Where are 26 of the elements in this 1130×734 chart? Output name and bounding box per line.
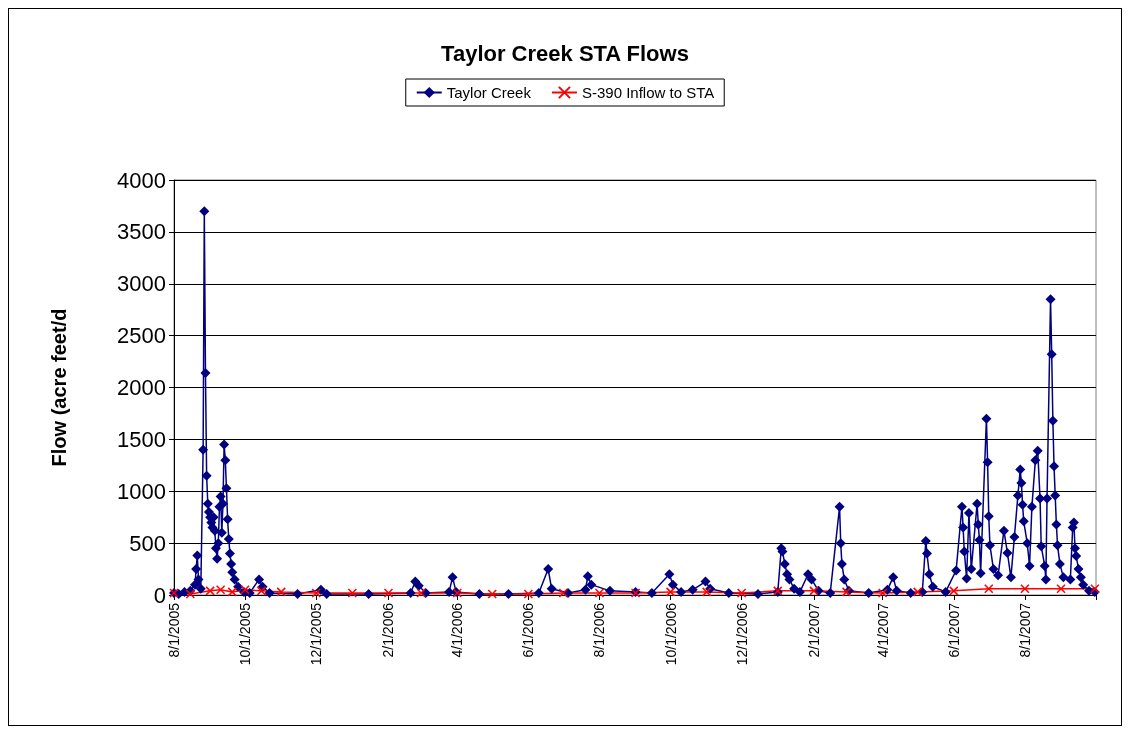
x-tick-label: 10/1/2006 [662, 602, 679, 666]
x-tick-label: 6/1/2007 [945, 602, 962, 658]
y-tick-label: 500 [129, 530, 166, 556]
chart-title: Taylor Creek STA Flows [441, 40, 689, 66]
y-tick-label: 1000 [117, 478, 166, 504]
y-tick-label: 2000 [117, 375, 166, 400]
y-tick-label: 1500 [117, 426, 166, 452]
x-tick-label: 8/1/2007 [1016, 602, 1033, 658]
x-tick-label: 2/1/2007 [805, 602, 822, 658]
x-tick-label: 10/1/2005 [237, 602, 254, 666]
y-tick-label: 2500 [117, 323, 166, 349]
x-tick-label: 12/1/2005 [308, 602, 325, 666]
y-tick-label: 3500 [117, 219, 166, 245]
x-tick-label: 4/1/2006 [449, 602, 466, 658]
x-tick-label: 2/1/2006 [380, 602, 397, 658]
y-axis-title: Flow (acre feet/d [48, 308, 70, 467]
y-tick-label: 3000 [117, 271, 166, 297]
legend-label: Taylor Creek [446, 84, 532, 101]
y-tick-label: 4000 [117, 167, 166, 193]
x-tick-label: 4/1/2007 [874, 602, 891, 658]
x-tick-label: 8/1/2006 [591, 602, 608, 658]
x-tick-label: 12/1/2006 [733, 602, 750, 666]
legend-label: S-390 Inflow to STA [581, 84, 715, 101]
x-tick-label: 8/1/2005 [166, 602, 182, 658]
y-tick-label: 0 [153, 582, 166, 608]
x-tick-label: 6/1/2006 [520, 602, 537, 658]
